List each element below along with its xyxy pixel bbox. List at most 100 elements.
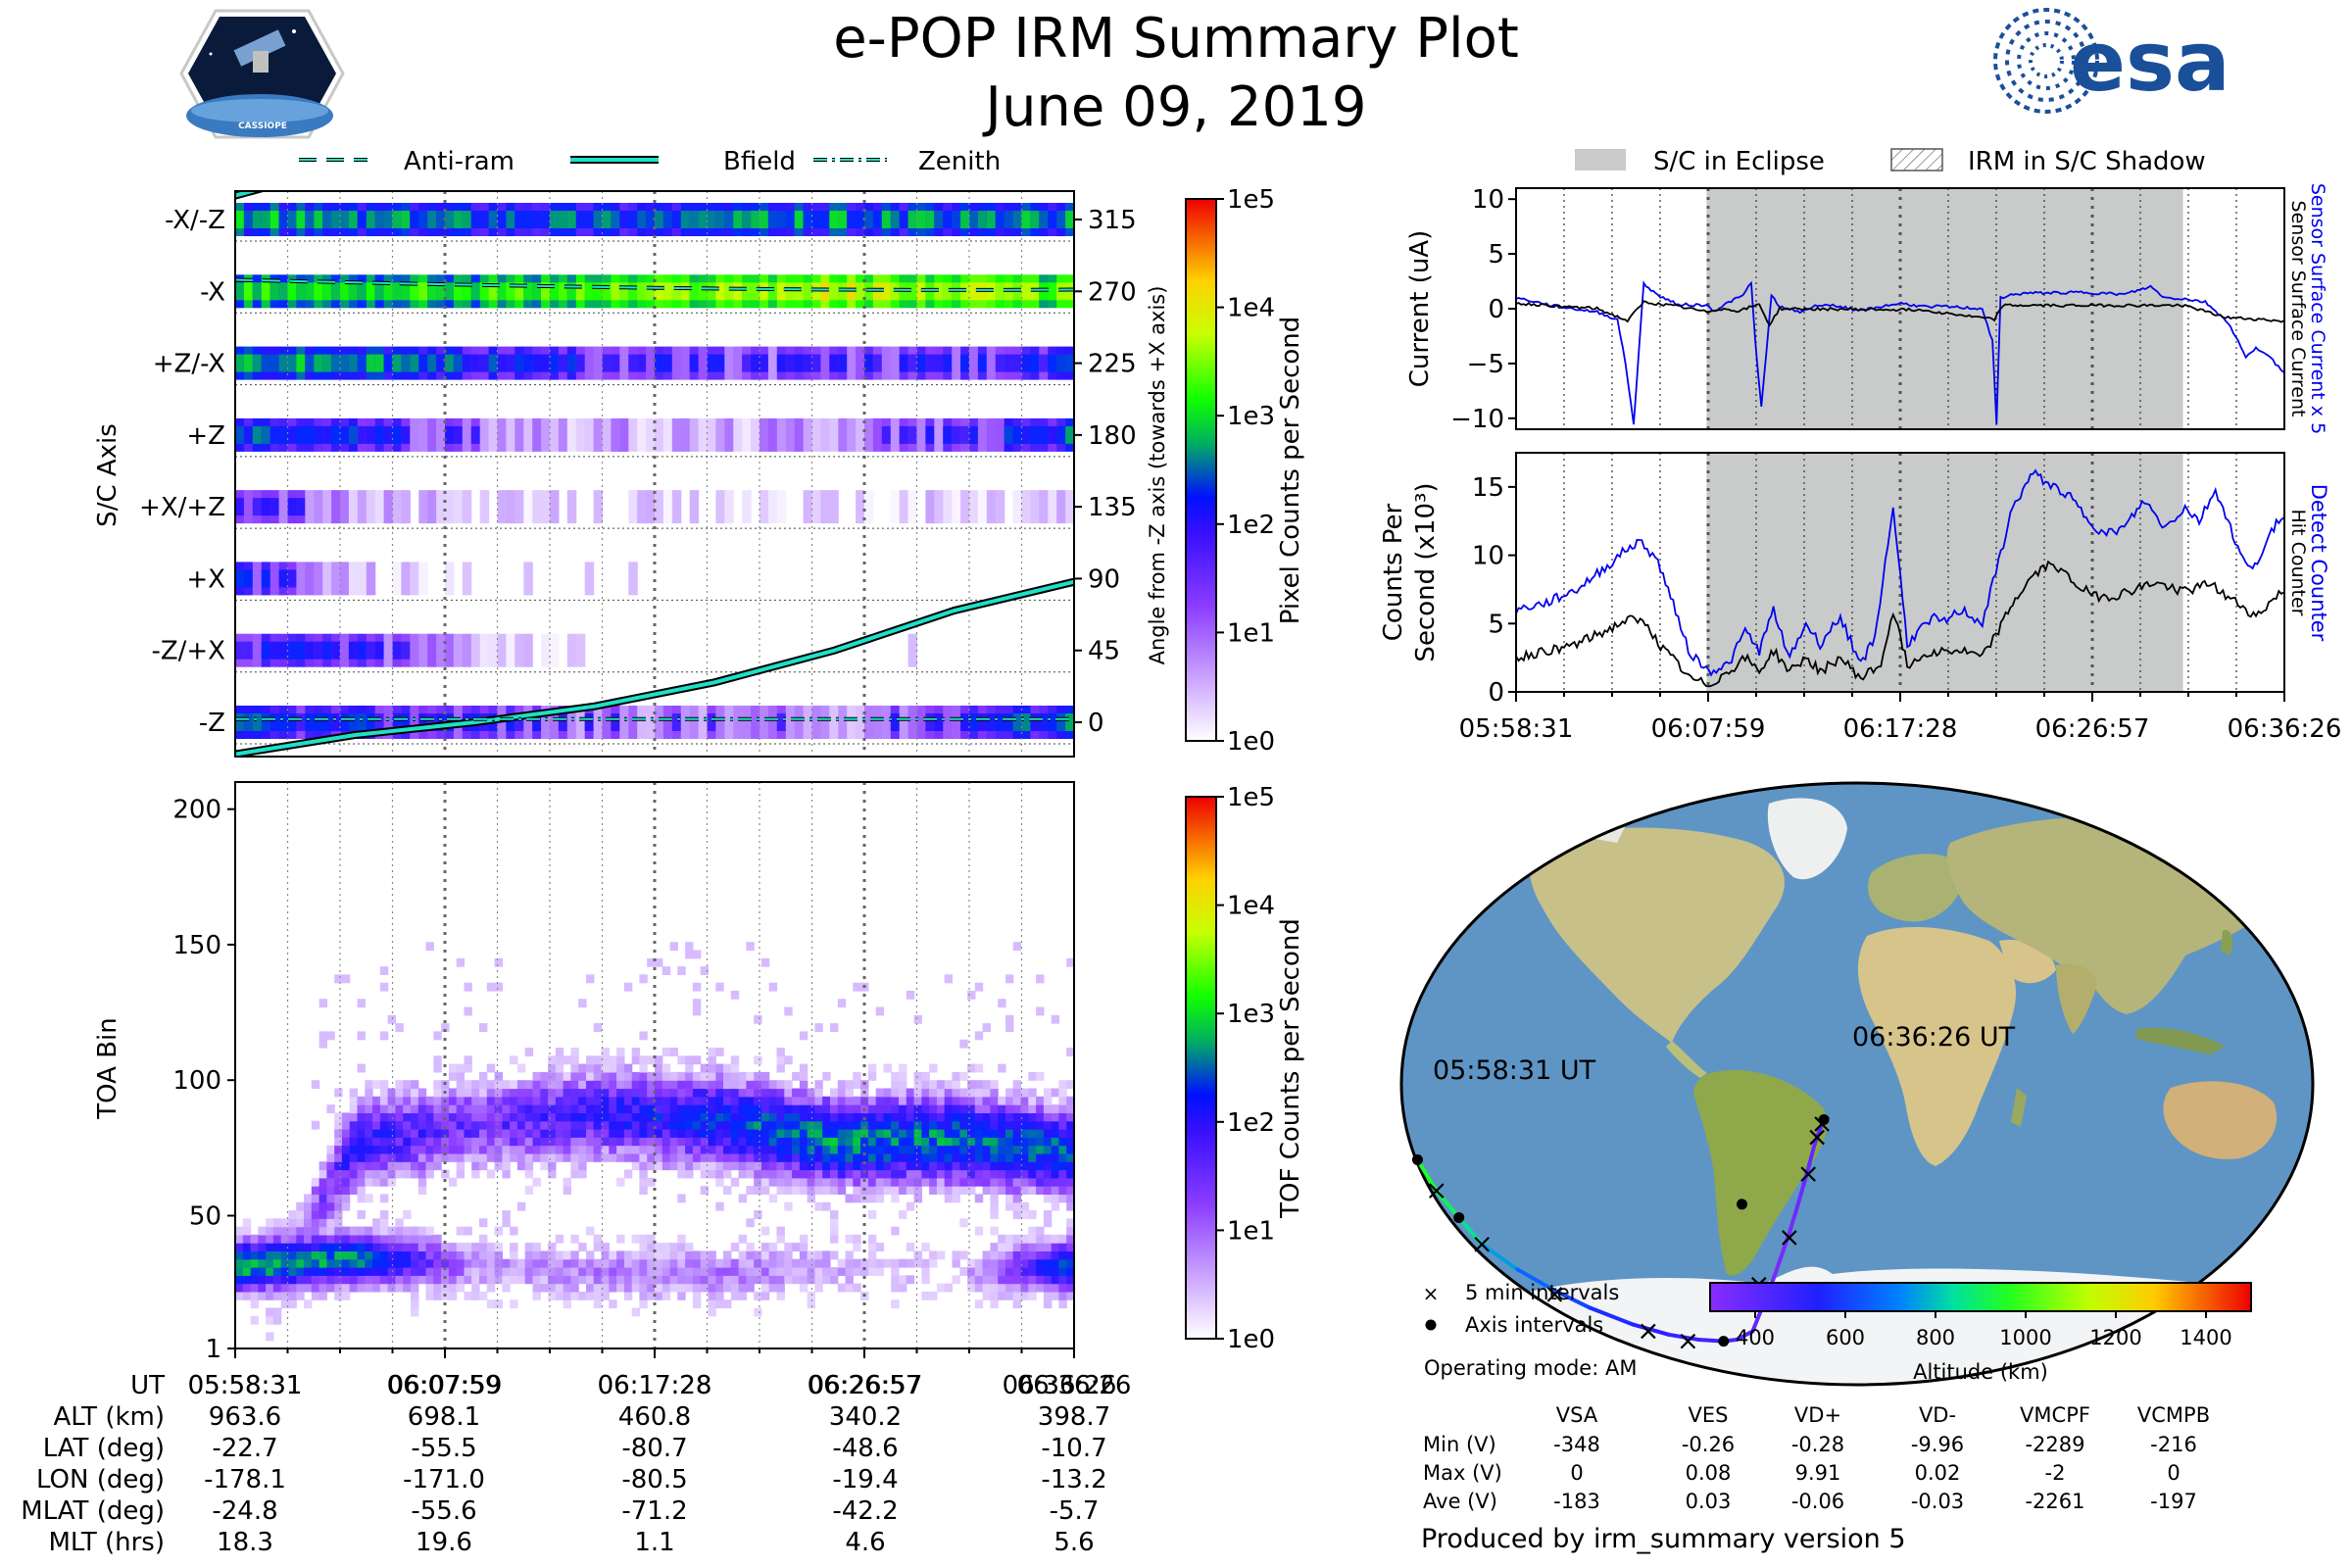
toa-cell — [563, 1177, 571, 1187]
toa-cell — [692, 1096, 702, 1105]
sc-axis-cell-core — [322, 641, 332, 660]
sc-axis-cell — [305, 562, 315, 596]
toa-cell — [990, 1194, 999, 1203]
toa-cell — [677, 1112, 686, 1122]
toa-cell — [593, 1291, 603, 1300]
toa-cell — [616, 1267, 625, 1276]
toa-cell — [1066, 1250, 1074, 1260]
toa-cell — [365, 1112, 373, 1122]
toa-cell — [990, 1243, 999, 1251]
sc-axis-cell-core — [418, 211, 428, 228]
toa-cell — [853, 1152, 861, 1162]
sc-axis-cell-core — [383, 282, 394, 301]
toa-cell — [616, 1112, 625, 1122]
toa-cell — [417, 1243, 427, 1251]
toa-cell — [433, 1120, 442, 1130]
toa-cell — [288, 1275, 297, 1285]
sc-axis-cell — [410, 706, 419, 739]
toa-cell — [1028, 1291, 1037, 1300]
toa-cell — [593, 1145, 603, 1154]
sc-axis-cell — [724, 346, 734, 380]
toa-cell — [959, 1152, 968, 1162]
sc-axis-cell — [637, 417, 647, 452]
sc-axis-cell-core — [628, 282, 638, 301]
toa-cell — [532, 1104, 541, 1113]
sc-axis-cell-core — [287, 211, 297, 228]
toa-cell — [616, 1177, 625, 1187]
toa-cell — [1058, 1120, 1067, 1130]
toa-cell — [899, 1161, 907, 1171]
sc-axis-cell-core — [856, 282, 865, 301]
ut-table-cell: -5.7 — [1050, 1496, 1100, 1526]
toa-cell — [516, 1161, 526, 1171]
voltage-cell: 0.03 — [1686, 1490, 1732, 1513]
toa-cell — [411, 1299, 419, 1309]
toa-cell — [387, 1096, 396, 1105]
toa-cell — [433, 1275, 442, 1285]
ut-table-cell: -55.5 — [411, 1434, 476, 1463]
sc-axis-cell — [584, 346, 595, 380]
toa-cell — [768, 1267, 778, 1276]
toa-cell — [318, 1291, 327, 1300]
ut-table-cell: -42.2 — [832, 1496, 898, 1526]
toa-cell — [921, 1161, 930, 1171]
toa-cell — [974, 1258, 984, 1268]
toa-cell — [403, 1275, 412, 1285]
toa-cell — [792, 1161, 801, 1171]
hit-right-label-black: Hit Counter — [2287, 510, 2309, 616]
toa-cell — [883, 1104, 892, 1113]
toa-cell — [486, 1063, 496, 1073]
toa-cell — [540, 1096, 549, 1105]
toa-cell — [532, 1080, 541, 1090]
toa-cell — [586, 1120, 595, 1130]
toa-cell — [974, 1031, 984, 1041]
toa-cell — [700, 1080, 710, 1090]
toa-cell — [494, 1243, 503, 1251]
toa-cell — [334, 1169, 343, 1179]
toa-cell — [425, 1283, 434, 1293]
toa-cell — [822, 1104, 831, 1113]
toa-cell — [1020, 1120, 1029, 1130]
toa-cell — [631, 1129, 641, 1138]
toa-cell — [266, 1283, 274, 1293]
toa-cell — [311, 1234, 320, 1244]
toa-cell — [792, 1186, 801, 1195]
continent-europe — [1868, 854, 1964, 922]
toa-cell — [738, 1129, 747, 1138]
toa-cell — [669, 1275, 678, 1285]
sc-axis-cell-core — [707, 211, 716, 228]
toa-cell — [311, 1250, 320, 1260]
toa-cell — [799, 1243, 808, 1251]
sc-axis-cell-core — [811, 211, 821, 228]
toa-cell — [250, 1243, 259, 1251]
toa-cell — [379, 1112, 389, 1122]
sc-axis-cell-core — [488, 211, 499, 228]
toa-cell — [799, 1267, 808, 1276]
toa-cell — [708, 1088, 716, 1098]
toa-cell — [494, 1088, 503, 1098]
toa-cell — [524, 1096, 534, 1105]
toa-cell — [379, 1145, 389, 1154]
toa-cell — [1005, 1169, 1014, 1179]
continent-indonesia — [2136, 1027, 2225, 1054]
toa-cell — [944, 1177, 954, 1187]
toa-cell — [715, 1104, 724, 1113]
toa-cell — [776, 1250, 785, 1260]
toa-cell — [1066, 1267, 1074, 1276]
toa-cell — [822, 1201, 831, 1211]
toa-cell — [662, 1137, 671, 1147]
toa-cell — [776, 1177, 785, 1187]
sc-axis-cell — [506, 633, 515, 667]
toa-cell — [433, 1291, 442, 1300]
sc-axis-cell-core — [392, 211, 402, 228]
toa-cell — [974, 1267, 984, 1276]
toa-cell — [921, 1137, 930, 1147]
toa-cell — [1020, 1201, 1029, 1211]
toa-cell — [677, 1275, 686, 1285]
toa-cell — [1012, 1129, 1022, 1138]
toa-cell — [494, 1258, 503, 1268]
sc-axis-cell — [488, 417, 499, 452]
toa-cell — [875, 1267, 885, 1276]
toa-cell — [639, 1299, 648, 1309]
toa-cell — [692, 999, 702, 1008]
